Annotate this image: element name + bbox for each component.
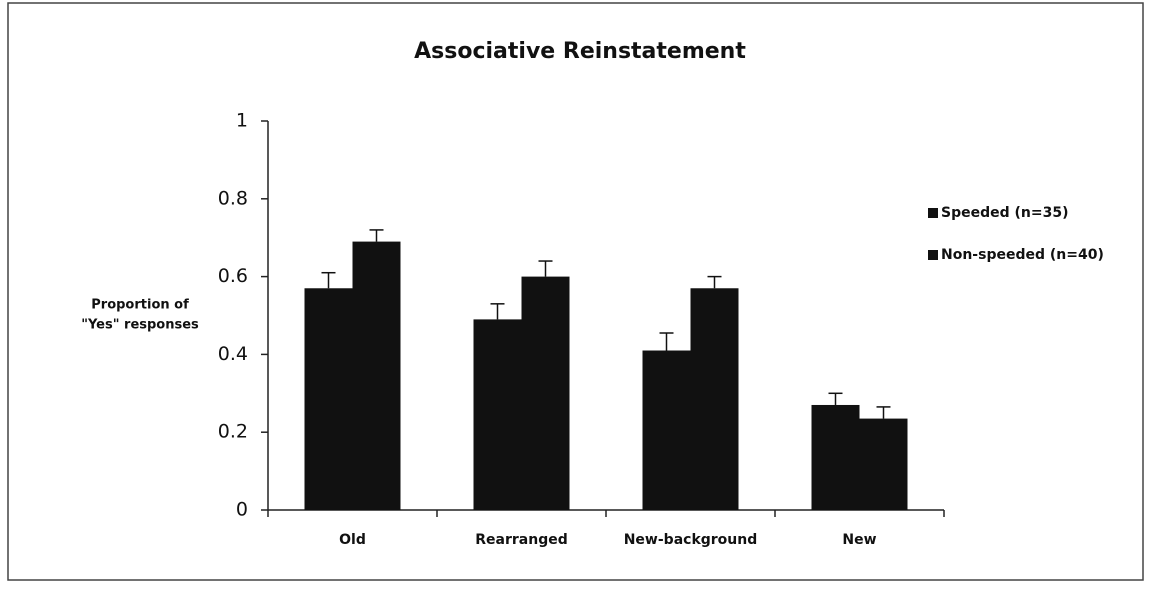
bar (304, 288, 353, 510)
chart-frame (7, 2, 1144, 581)
legend-swatch (928, 208, 938, 218)
bar (521, 276, 570, 510)
bar (473, 319, 522, 510)
y-tick-label: 0.6 (218, 265, 248, 287)
bar (859, 418, 908, 510)
bar (690, 288, 739, 510)
y-axis-label: Proportion of (91, 298, 189, 313)
legend-swatch (928, 250, 938, 260)
y-axis-label: "Yes" responses (81, 318, 199, 333)
y-tick-label: 0 (236, 499, 248, 521)
y-tick-label: 0.8 (218, 187, 248, 209)
x-tick-label: New (842, 532, 876, 548)
legend-label: Speeded (n=35) (941, 205, 1068, 221)
y-tick-label: 0.2 (218, 421, 248, 443)
y-tick-label: 1 (236, 110, 248, 132)
legend-label: Non-speeded (n=40) (941, 247, 1104, 263)
bar (352, 241, 401, 510)
bar (811, 404, 860, 510)
chart-title: Associative Reinstatement (414, 39, 746, 64)
bar (642, 350, 691, 510)
x-tick-label: Rearranged (475, 532, 567, 548)
y-tick-label: 0.4 (218, 343, 248, 365)
x-tick-label: New-background (624, 532, 758, 548)
x-tick-label: Old (339, 532, 366, 548)
